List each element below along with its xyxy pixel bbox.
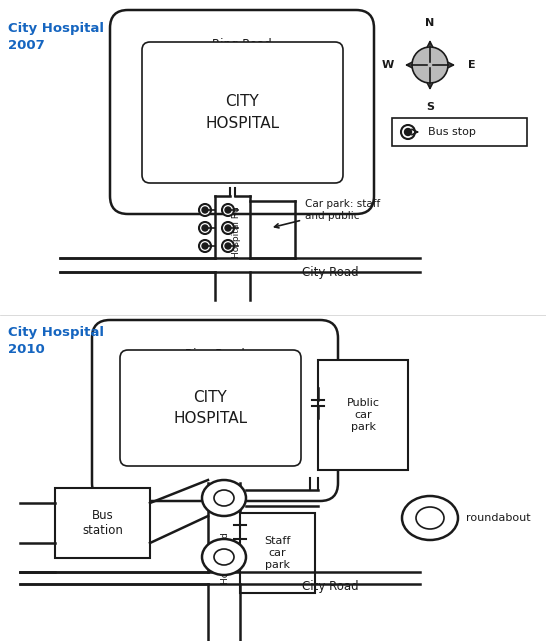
Text: Staff
car
park: Staff car park bbox=[264, 537, 290, 570]
Text: Ring Road: Ring Road bbox=[185, 348, 245, 361]
Circle shape bbox=[202, 225, 208, 231]
Text: City Road: City Road bbox=[302, 266, 358, 279]
Ellipse shape bbox=[202, 539, 246, 575]
Text: Hospital Rd: Hospital Rd bbox=[222, 532, 230, 584]
Circle shape bbox=[225, 225, 231, 231]
Circle shape bbox=[202, 243, 208, 249]
Text: City Road: City Road bbox=[302, 580, 358, 593]
Text: Public
car
park: Public car park bbox=[347, 399, 379, 431]
Text: Car park: staff
and public: Car park: staff and public bbox=[275, 199, 380, 228]
Text: S: S bbox=[426, 102, 434, 112]
Text: CITY
HOSPITAL: CITY HOSPITAL bbox=[205, 94, 280, 131]
Text: CITY
HOSPITAL: CITY HOSPITAL bbox=[174, 390, 247, 426]
Text: City Hospital
2010: City Hospital 2010 bbox=[8, 326, 104, 356]
Circle shape bbox=[401, 125, 415, 139]
Bar bbox=[240, 513, 315, 593]
Text: Ring Road: Ring Road bbox=[212, 38, 272, 51]
Circle shape bbox=[225, 207, 231, 213]
FancyBboxPatch shape bbox=[92, 320, 338, 501]
FancyBboxPatch shape bbox=[120, 350, 301, 466]
Circle shape bbox=[222, 222, 234, 234]
Ellipse shape bbox=[402, 496, 458, 540]
Bar bbox=[392, 118, 527, 146]
Circle shape bbox=[199, 240, 211, 252]
Circle shape bbox=[225, 243, 231, 249]
Bar bbox=[318, 360, 408, 470]
Text: City Hospital
2007: City Hospital 2007 bbox=[8, 22, 104, 52]
Circle shape bbox=[222, 240, 234, 252]
Text: Bus stop: Bus stop bbox=[428, 127, 476, 137]
Text: Hospital Rd: Hospital Rd bbox=[232, 206, 241, 258]
Text: Bus
station: Bus station bbox=[82, 509, 123, 537]
Ellipse shape bbox=[416, 507, 444, 529]
Circle shape bbox=[222, 204, 234, 216]
Circle shape bbox=[405, 128, 412, 135]
Text: W: W bbox=[382, 60, 394, 70]
Ellipse shape bbox=[202, 480, 246, 516]
Text: N: N bbox=[425, 18, 435, 28]
FancyBboxPatch shape bbox=[110, 10, 374, 214]
FancyBboxPatch shape bbox=[142, 42, 343, 183]
Text: roundabout: roundabout bbox=[466, 513, 531, 523]
Text: E: E bbox=[468, 60, 476, 70]
Ellipse shape bbox=[214, 490, 234, 506]
Bar bbox=[55, 488, 150, 558]
Ellipse shape bbox=[214, 549, 234, 565]
Circle shape bbox=[199, 222, 211, 234]
Circle shape bbox=[412, 47, 448, 83]
Circle shape bbox=[199, 204, 211, 216]
Circle shape bbox=[202, 207, 208, 213]
